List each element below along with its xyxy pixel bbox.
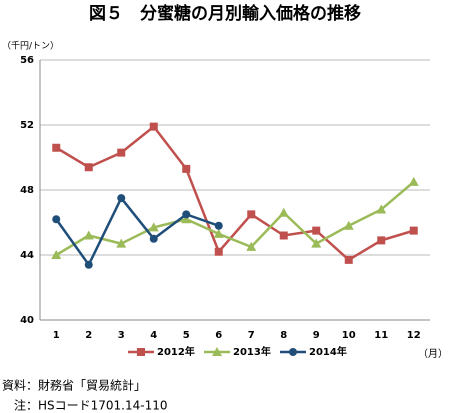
marker — [117, 148, 126, 157]
marker — [279, 231, 288, 240]
x-axis-label: （月） — [418, 348, 448, 360]
marker — [214, 247, 223, 256]
marker — [149, 234, 158, 243]
y-tick-label: 44 — [20, 250, 34, 261]
marker — [182, 164, 191, 173]
x-tick-label: 10 — [342, 330, 356, 341]
marker — [84, 163, 93, 172]
x-tick-label: 12 — [407, 330, 421, 341]
x-tick-label: 5 — [183, 330, 190, 341]
marker — [278, 207, 289, 217]
marker — [51, 250, 62, 259]
marker — [137, 348, 145, 356]
marker — [213, 228, 224, 238]
legend-label: 2013年 — [233, 345, 271, 358]
marker — [409, 226, 418, 235]
x-tick-label: 9 — [313, 330, 320, 341]
marker — [289, 348, 297, 356]
y-tick-label: 48 — [20, 185, 34, 196]
marker — [311, 238, 322, 248]
x-tick-label: 8 — [280, 330, 287, 341]
marker — [148, 222, 159, 232]
marker — [84, 260, 93, 269]
series-line — [55, 124, 415, 262]
marker — [181, 214, 192, 224]
marker — [182, 210, 191, 219]
y-tick-label: 40 — [20, 315, 34, 326]
marker — [343, 220, 354, 230]
marker — [149, 122, 158, 131]
marker — [212, 347, 222, 356]
marker — [376, 204, 387, 214]
marker — [214, 221, 223, 230]
x-tick-label: 7 — [248, 330, 255, 341]
legend-label: 2014年 — [309, 345, 347, 358]
marker — [52, 215, 61, 224]
legend-label: 2012年 — [157, 345, 195, 358]
x-tick-label: 1 — [53, 330, 60, 341]
x-tick-label: 3 — [118, 330, 125, 341]
marker — [83, 230, 94, 240]
series-line — [55, 180, 415, 257]
y-tick-label: 56 — [20, 55, 34, 66]
x-tick-label: 11 — [374, 330, 388, 341]
y-axis-label: （千円/トン） — [2, 41, 59, 52]
marker — [408, 176, 419, 186]
marker — [246, 241, 257, 251]
note: 注：HSコード1701.14-110 — [2, 398, 168, 413]
marker — [117, 194, 126, 203]
y-tick-label: 52 — [20, 120, 34, 131]
note: 資料：財務省「貿易統計」 — [2, 378, 146, 393]
x-tick-label: 2 — [85, 330, 92, 341]
marker — [344, 255, 353, 264]
marker — [52, 143, 61, 152]
x-tick-label: 6 — [215, 330, 222, 341]
series-line — [55, 195, 220, 268]
chart-title: 図５ 分蜜糖の月別輸入価格の推移 — [89, 3, 361, 24]
x-tick-label: 4 — [150, 330, 157, 341]
marker — [377, 236, 386, 245]
marker — [247, 210, 256, 219]
marker — [116, 238, 127, 248]
marker — [312, 226, 321, 235]
